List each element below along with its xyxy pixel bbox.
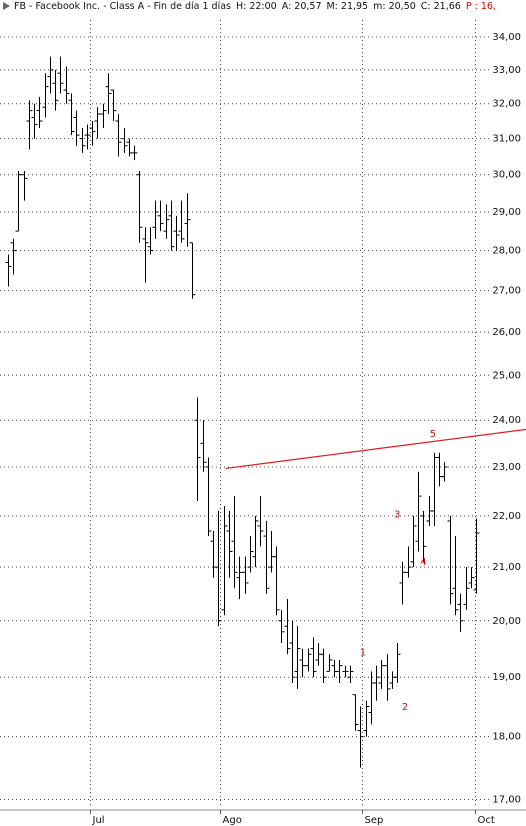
header-title: FB - Facebook Inc. - Class A - Fin de dí…: [14, 1, 231, 12]
x-tick-label: Ago: [223, 815, 242, 826]
y-tick-label: 30,00: [492, 170, 521, 181]
annotation: 2: [402, 702, 408, 713]
header-stat: H: 22:00: [235, 1, 277, 12]
y-tick-label: 22,00: [492, 511, 521, 522]
y-tick-label: 28,00: [492, 246, 521, 257]
y-tick-label: 31,00: [492, 134, 521, 145]
x-tick-label: Oct: [478, 815, 495, 826]
annotation: 4: [420, 557, 426, 568]
annotation: 1: [360, 648, 366, 659]
y-tick-label: 34,00: [492, 32, 521, 43]
x-tick-label: Jul: [92, 815, 105, 826]
header-stat: A: 20,57: [281, 1, 322, 12]
y-tick-label: 18,00: [492, 732, 521, 743]
y-tick-label: 32,00: [492, 99, 521, 110]
y-tick-label: 26,00: [492, 327, 521, 338]
y-tick-label: 23,00: [492, 462, 521, 473]
trendline: [225, 428, 526, 470]
header: FB - Facebook Inc. - Class A - Fin de dí…: [0, 0, 526, 14]
y-tick-label: 21,00: [492, 562, 521, 573]
header-stat: C: 21,66: [420, 1, 461, 12]
icon: [3, 2, 10, 10]
y-tick-label: 29,00: [492, 207, 521, 218]
y-tick-label: 17,00: [492, 795, 521, 806]
y-tick-label: 25,00: [492, 370, 521, 381]
y-tick-label: 27,00: [492, 286, 521, 297]
y-tick-label: 19,00: [492, 672, 521, 683]
x-tick-label: Sep: [365, 815, 384, 826]
y-tick-label: 33,00: [492, 65, 521, 76]
header-stat: m: 20,50: [373, 1, 416, 12]
y-tick-label: 24,00: [492, 415, 521, 426]
header-stat: P : 16,: [465, 1, 496, 12]
annotation: 5: [430, 429, 436, 440]
header-stat: M: 21,95: [326, 1, 369, 12]
annotation: 3: [394, 509, 400, 520]
y-tick-label: 20,00: [492, 616, 521, 627]
